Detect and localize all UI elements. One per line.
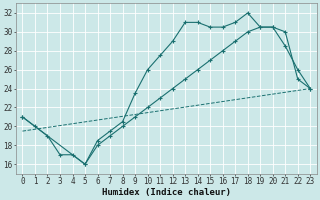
X-axis label: Humidex (Indice chaleur): Humidex (Indice chaleur) (102, 188, 231, 197)
